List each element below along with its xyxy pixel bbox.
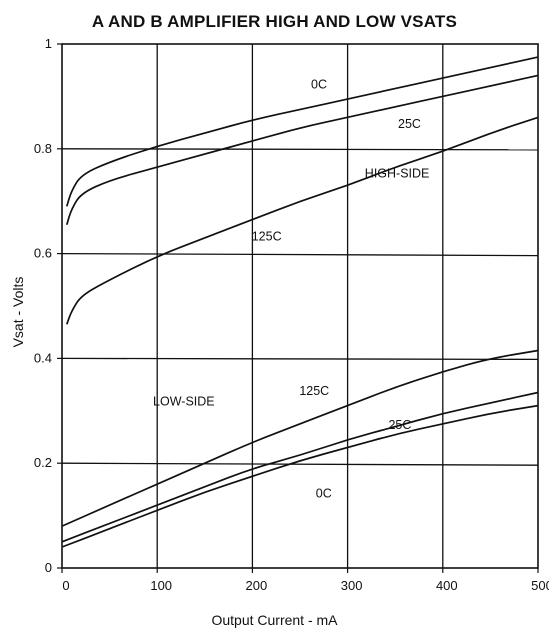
grid: [57, 43, 539, 573]
x-tick-label: 200: [246, 578, 268, 593]
x-axis-label: Output Current - mA: [211, 612, 338, 628]
series-label: 125C: [299, 384, 329, 398]
x-tick-label: 400: [436, 578, 458, 593]
grid-line-y: [61, 148, 539, 151]
grid-line-y: [61, 252, 539, 257]
series-label: 25C: [388, 418, 411, 432]
series-label: LOW-SIDE: [153, 395, 215, 409]
chart-title: A AND B AMPLIFIER HIGH AND LOW VSATS: [91, 12, 458, 31]
y-tick-label: 1: [45, 36, 52, 51]
series-label: 25C: [398, 117, 421, 131]
series-line-low-125C: [61, 349, 539, 527]
grid-line-y: [61, 462, 539, 466]
tick-labels: 0 100 200 300 400 500 0 0.2 0.4 0.6 0.8 1: [34, 36, 549, 593]
x-tick-label: 300: [341, 578, 363, 593]
x-tick-label: 500: [531, 578, 549, 593]
series-label: HIGH-SIDE: [365, 167, 430, 181]
series-lines: [61, 56, 539, 548]
y-tick-label: 0: [45, 560, 52, 575]
series-line-low-0C: [61, 404, 539, 548]
y-tick-label: 0.2: [34, 455, 52, 470]
y-tick-label: 0.4: [34, 350, 52, 365]
y-tick-label: 0.8: [34, 141, 52, 156]
series-labels: 0C 25C 125C HIGH-SIDE LOW-SIDE 125C 25C 0C: [153, 78, 429, 501]
y-axis-label: Vsat - Volts: [10, 276, 26, 348]
series-line-high-125C: [65, 116, 539, 325]
grid-line-y: [61, 357, 539, 361]
x-tick-label: 100: [150, 578, 172, 593]
y-tick-label: 0.6: [34, 246, 52, 261]
series-label: 125C: [252, 230, 282, 244]
plot-frame: [61, 43, 539, 569]
series-line-low-25C: [61, 391, 539, 543]
series-line-high-25C: [65, 74, 539, 226]
x-tick-label: 0: [62, 578, 69, 593]
series-label: 0C: [311, 78, 327, 92]
series-line-high-0C: [65, 56, 539, 207]
series-label: 0C: [316, 486, 332, 500]
